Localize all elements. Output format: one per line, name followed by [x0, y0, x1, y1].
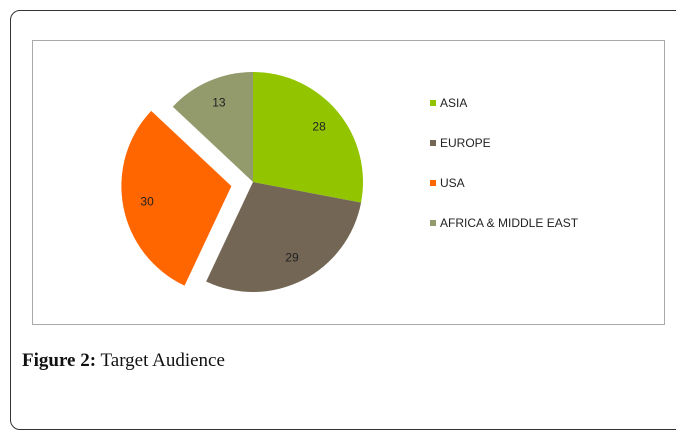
legend-label: AFRICA & MIDDLE EAST [440, 216, 579, 230]
pie-slice [172, 72, 253, 182]
data-label: 30 [140, 194, 154, 208]
pie-slice [206, 182, 362, 292]
legend-swatch [430, 220, 436, 226]
chart-area [32, 40, 665, 325]
legend-label: EUROPE [440, 136, 491, 150]
chart: 28 29 30 13 [121, 72, 364, 292]
data-label: 28 [312, 119, 326, 133]
legend-item: ASIA [430, 95, 580, 135]
caption-label: Figure 2: [22, 350, 97, 371]
page: 28 29 30 13 ASIA EUROPE USA AFRICA & MIDDLE EA… [10, 10, 676, 430]
legend-item: AFRICA & MIDDLE EAST [430, 215, 580, 255]
pie-slice [253, 72, 364, 203]
legend: ASIA EUROPE USA AFRICA & MIDDLE EAST [430, 95, 580, 255]
pie-slice [121, 110, 232, 286]
legend-label: ASIA [440, 96, 468, 110]
legend-label: USA [440, 176, 465, 190]
caption: Figure 2: Target Audience [22, 350, 225, 372]
caption-text: Target Audience [100, 350, 225, 371]
legend-swatch [430, 140, 436, 146]
data-label: 13 [212, 95, 226, 109]
legend-swatch [430, 180, 436, 186]
legend-swatch [430, 100, 436, 106]
data-label: 29 [285, 251, 299, 265]
legend-item: EUROPE [430, 135, 580, 175]
legend-item: USA [430, 175, 580, 215]
